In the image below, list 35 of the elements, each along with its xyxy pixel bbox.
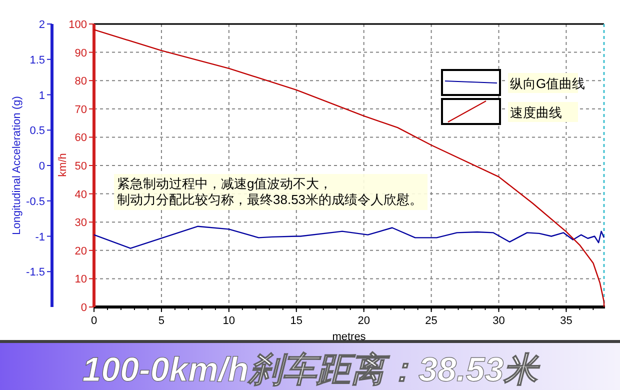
x-tick-label: 5 [158,315,165,327]
y-tick-label: -1.5 [26,266,45,279]
y-tick-label: 1.5 [30,54,45,66]
x-tick-label: 30 [492,315,505,327]
x-tick-label: 15 [290,315,303,327]
y2-tick-label: 30 [74,217,87,230]
x-tick-label: 0 [90,315,98,327]
y2-tick-label: 0 [80,302,87,314]
y-tick-label: 2 [38,19,45,31]
y2-tick-label: 10 [74,274,87,286]
y2-tick-label: 60 [74,132,87,144]
annotation: 制动力分配比较匀称，最终38.53米的成绩令人欣慰。 [117,192,423,207]
y2-tick-label: 50 [74,160,87,172]
y-tick-label: 0.5 [30,125,45,138]
x-tick-label: 20 [358,315,370,327]
y2-tick-label: 80 [74,76,87,88]
y-axis-title: Longitudinal Acceleration (g) [11,96,23,235]
y-tick-label: 1 [38,90,45,102]
x-tick-label: 10 [222,315,236,327]
text: 100-0km/h刹车距离：38.53米 [82,351,541,389]
annotation: 紧急制动过程中，减速g值波动不大， [117,176,332,191]
x-tick-label: 25 [425,315,438,327]
y2-tick-label: 100 [68,19,87,31]
y2-axis-title: km/h [57,153,69,177]
y-tick-label: 0 [38,160,45,172]
x-tick-label: 35 [560,315,572,327]
x-axis-title: metres [332,331,366,343]
y-tick-label: -1 [35,231,45,244]
legend-label: 纵向G值曲线 [510,76,586,91]
legend-label: 速度曲线 [510,105,562,120]
y2-tick-label: 20 [74,245,87,258]
y2-tick-label: 40 [74,188,87,201]
y2-tick-label: 90 [74,47,87,60]
y-tick-label: -0.5 [26,196,45,208]
y2-tick-label: 70 [74,104,87,116]
